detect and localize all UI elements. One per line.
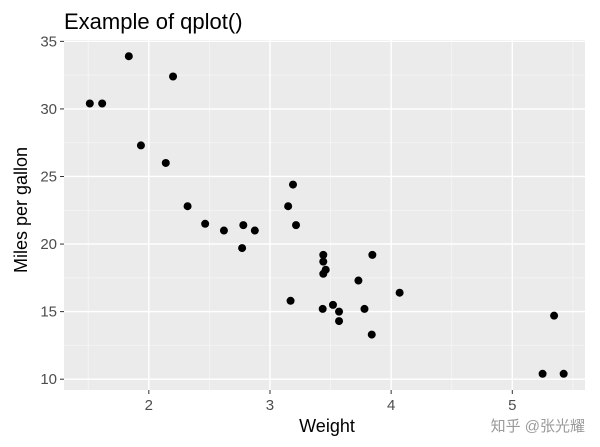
- data-point: [368, 250, 377, 259]
- data-point: [335, 317, 344, 326]
- data-point: [318, 304, 327, 313]
- y-tick-label: 35: [40, 33, 57, 50]
- data-point: [292, 221, 301, 230]
- data-point: [284, 202, 293, 211]
- data-point: [319, 269, 328, 278]
- data-point: [169, 72, 178, 81]
- data-point: [136, 141, 145, 150]
- data-point: [288, 180, 297, 189]
- data-point: [286, 296, 295, 305]
- data-point: [250, 226, 259, 235]
- data-point: [201, 219, 210, 228]
- data-point: [124, 52, 133, 61]
- data-point: [395, 288, 404, 297]
- data-point: [559, 369, 568, 378]
- data-point: [161, 158, 170, 167]
- x-tick-label: 3: [266, 397, 274, 414]
- y-tick-label: 25: [40, 168, 57, 185]
- x-tick-label: 5: [508, 397, 516, 414]
- major-grid: [64, 40, 585, 390]
- data-point: [360, 304, 369, 313]
- data-point: [335, 307, 344, 316]
- data-point: [98, 99, 107, 108]
- x-tick-label: 2: [145, 397, 153, 414]
- data-point: [238, 244, 247, 253]
- data-point: [85, 99, 94, 108]
- plot-panel: [64, 40, 585, 390]
- data-point: [538, 369, 547, 378]
- x-axis: 2 3 4 5: [145, 390, 516, 414]
- data-point: [183, 202, 192, 211]
- data-points: [85, 52, 568, 378]
- y-axis-title: Miles per gallon: [11, 147, 31, 273]
- y-axis: 10 15 20 25 30 35: [40, 33, 64, 388]
- y-tick-label: 20: [40, 236, 57, 253]
- data-point: [354, 276, 363, 285]
- y-tick-label: 30: [40, 101, 57, 118]
- data-point: [328, 300, 337, 309]
- x-tick-label: 4: [387, 397, 395, 414]
- watermark: 知乎 @张光耀: [491, 418, 585, 435]
- y-tick-label: 15: [40, 304, 57, 321]
- minor-grid: [64, 40, 585, 390]
- chart-title: Example of qplot(): [64, 9, 243, 34]
- data-point: [319, 250, 328, 259]
- data-point: [550, 311, 559, 320]
- y-tick-label: 10: [40, 371, 57, 388]
- x-axis-title: Weight: [299, 416, 355, 436]
- data-point: [367, 330, 376, 339]
- data-point: [239, 221, 248, 230]
- data-point: [319, 257, 328, 266]
- data-point: [219, 226, 228, 235]
